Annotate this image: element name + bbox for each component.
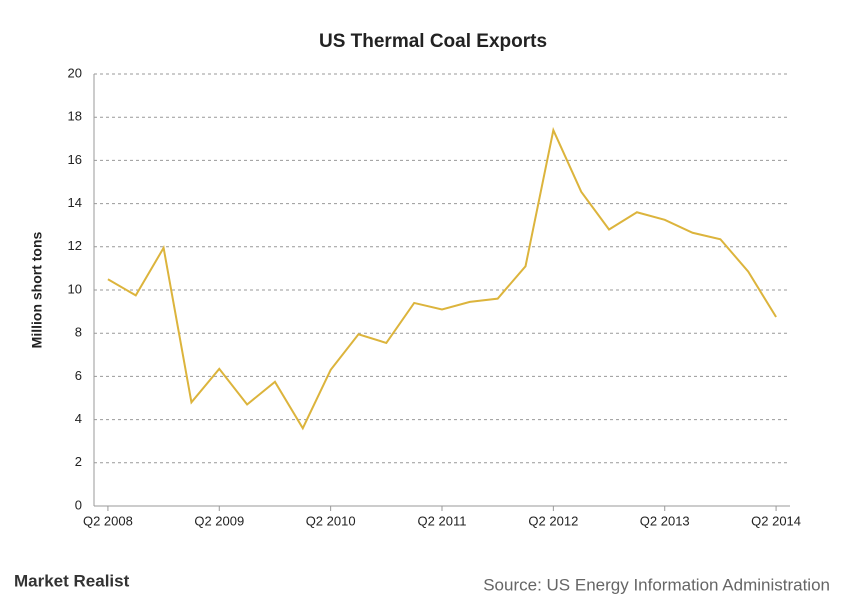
y-tick-label: 10	[68, 281, 82, 296]
x-tick-label: Q2 2011	[418, 513, 467, 528]
data-line	[107, 126, 777, 431]
source-note: Source: US Energy Information Administra…	[483, 575, 830, 594]
y-tick-label: 16	[68, 152, 82, 167]
y-tick-label: 18	[68, 109, 82, 124]
x-tick-label: Q2 2010	[306, 513, 356, 528]
y-tick-label: 12	[68, 238, 82, 253]
y-tick-label: 0	[75, 497, 82, 512]
y-tick-label: 4	[75, 411, 82, 426]
x-tick-label: Q2 2013	[640, 513, 690, 528]
logo: Market Realist	[14, 571, 130, 590]
x-tick-label: Q2 2014	[751, 513, 801, 528]
y-tick-label: 20	[68, 65, 82, 80]
x-tick-label: Q2 2009	[194, 513, 244, 528]
y-tick-label: 6	[75, 368, 82, 383]
y-tick-label: 14	[68, 195, 82, 210]
y-axis-label: Million short tons	[29, 231, 45, 348]
y-tick-label: 2	[75, 454, 82, 469]
x-tick-label: Q2 2012	[528, 513, 578, 528]
y-tick-label: 8	[75, 325, 82, 340]
chart-title: US Thermal Coal Exports	[319, 31, 547, 52]
x-tick-label: Q2 2008	[83, 513, 133, 528]
